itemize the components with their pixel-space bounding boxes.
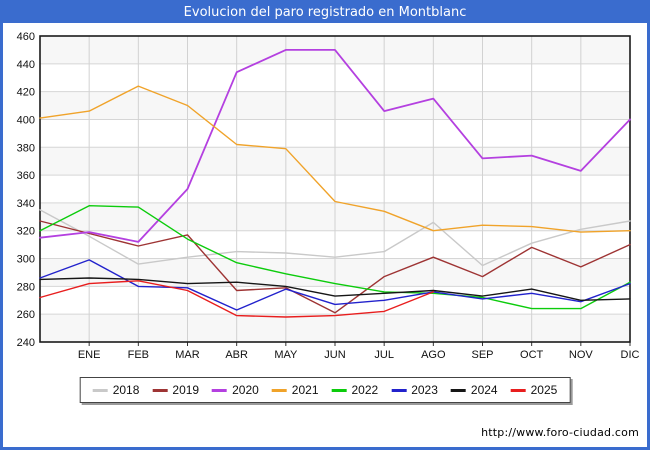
series-line-2019 bbox=[39, 220, 631, 314]
legend-item-2020: 2020 bbox=[212, 383, 259, 397]
y-tick-label: 240 bbox=[17, 337, 35, 349]
x-tick-label: SEP bbox=[471, 349, 493, 361]
legend-swatch-2020 bbox=[212, 388, 228, 392]
y-tick-label: 400 bbox=[17, 114, 35, 126]
x-tick-label: FEB bbox=[128, 349, 149, 361]
x-tick-label: AGO bbox=[421, 349, 446, 361]
legend-label: 2019 bbox=[172, 383, 200, 397]
line-chart: 460 440 420 400 380 360 340 320 300 280 260 240 ENE F… bbox=[17, 31, 640, 361]
legend-item-2025: 2025 bbox=[510, 383, 558, 397]
legend-label: 2021 bbox=[291, 383, 319, 397]
legend-label: 2018 bbox=[112, 383, 140, 397]
legend-label: 2024 bbox=[470, 383, 498, 397]
x-tick-label: MAY bbox=[274, 349, 298, 361]
legend-item-2024: 2024 bbox=[450, 383, 498, 397]
x-tick-label: ENE bbox=[78, 349, 101, 361]
x-tick-label: JUL bbox=[374, 349, 394, 361]
legend-swatch-2021 bbox=[271, 388, 287, 392]
legend-label: 2020 bbox=[232, 383, 259, 397]
x-tick-label: JUN bbox=[324, 349, 345, 361]
y-tick-label: 340 bbox=[17, 198, 35, 210]
series-line-2018 bbox=[39, 209, 631, 267]
x-tick-label: MAR bbox=[175, 349, 200, 361]
legend-item-2023: 2023 bbox=[391, 383, 438, 397]
legend-swatch-2025 bbox=[510, 388, 526, 392]
series-line-2020 bbox=[39, 48, 631, 243]
y-tick-label: 320 bbox=[17, 226, 35, 238]
legend-label: 2023 bbox=[411, 383, 438, 397]
legend-swatch-2018 bbox=[92, 388, 108, 392]
legend-swatch-2023 bbox=[391, 388, 407, 392]
legend-label: 2022 bbox=[351, 383, 379, 397]
series-line-2024 bbox=[39, 277, 631, 301]
x-tick-label: ABR bbox=[225, 349, 248, 361]
y-tick-label: 420 bbox=[17, 87, 35, 99]
legend-label: 2025 bbox=[530, 383, 558, 397]
y-tick-label: 260 bbox=[17, 309, 35, 321]
series-line-2025 bbox=[39, 280, 434, 318]
legend-swatch-2024 bbox=[450, 388, 466, 392]
legend-swatch-2019 bbox=[152, 388, 168, 392]
legend-item-2021: 2021 bbox=[271, 383, 319, 397]
legend-item-2018: 2018 bbox=[92, 383, 140, 397]
y-tick-label: 380 bbox=[17, 142, 35, 154]
legend-swatch-2022 bbox=[331, 388, 347, 392]
footer-url[interactable]: http://www.foro-ciudad.com bbox=[481, 426, 639, 439]
legend-item-2022: 2022 bbox=[331, 383, 379, 397]
series-line-2022 bbox=[39, 204, 631, 310]
series-line-2021 bbox=[39, 85, 631, 233]
y-tick-label: 440 bbox=[17, 59, 35, 71]
x-tick-label: DIC bbox=[621, 349, 640, 361]
legend-item-2019: 2019 bbox=[152, 383, 199, 397]
chart-legend: 2018 2019 2020 2021 2022 2023 2024 2025 bbox=[79, 377, 571, 403]
y-tick-label: 460 bbox=[17, 31, 35, 43]
y-tick-label: 280 bbox=[17, 281, 35, 293]
plot-border bbox=[39, 35, 631, 343]
y-tick-label: 360 bbox=[17, 170, 35, 182]
x-tick-label: OCT bbox=[520, 349, 544, 361]
series-line-2023 bbox=[39, 259, 631, 311]
y-tick-label: 300 bbox=[17, 254, 35, 266]
x-tick-label: NOV bbox=[569, 349, 594, 361]
chart-title: Evolucion del paro registrado en Montbla… bbox=[3, 3, 647, 23]
